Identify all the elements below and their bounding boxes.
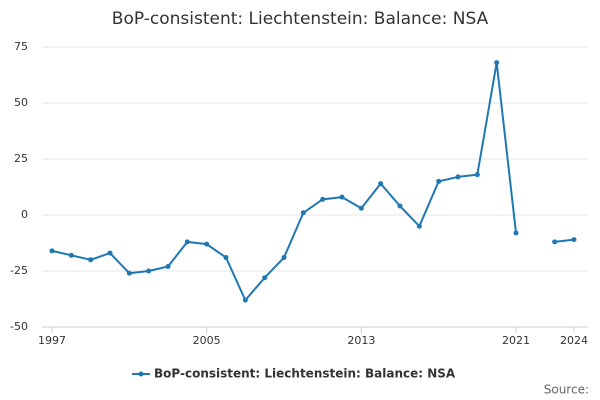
point	[107, 250, 113, 256]
source: Source:	[544, 383, 589, 397]
legend-label: BoP-consistent: Liechtenstein: Balance: …	[154, 367, 456, 381]
point	[436, 178, 442, 184]
point	[455, 174, 461, 180]
y-tick-label: 25	[14, 152, 28, 165]
point	[68, 252, 74, 258]
legend-marker	[138, 371, 144, 377]
chart-title: BoP-consistent: Liechtenstein: Balance: …	[112, 9, 489, 29]
line	[51, 61, 575, 302]
point	[262, 275, 268, 281]
x-tick-label: 1997	[38, 334, 66, 347]
point	[281, 255, 287, 261]
point	[320, 196, 326, 202]
point	[242, 297, 248, 303]
point	[378, 181, 384, 187]
point	[204, 241, 210, 247]
x-tick-label: 2013	[347, 334, 375, 347]
point	[358, 205, 364, 211]
x-tick-label: 2024	[560, 334, 588, 347]
y-tick-label: 75	[14, 40, 28, 53]
y-tick-label: -25	[10, 264, 28, 277]
point	[339, 194, 345, 200]
point	[49, 248, 55, 254]
point	[300, 210, 306, 216]
y-tick-label: 0	[21, 208, 28, 221]
point	[88, 257, 94, 263]
point	[474, 172, 480, 178]
y-tick-label: -50	[10, 320, 28, 333]
x-tick-label: 2021	[502, 334, 530, 347]
point	[494, 60, 500, 66]
point	[552, 239, 558, 245]
point	[165, 264, 171, 270]
point	[513, 230, 519, 236]
point	[571, 237, 577, 243]
y-tick-label: 50	[14, 96, 28, 109]
point	[184, 239, 190, 245]
point	[146, 268, 152, 274]
x-tick-label: 2005	[193, 334, 221, 347]
point	[126, 270, 132, 276]
point	[223, 255, 229, 261]
point	[397, 203, 403, 209]
point	[416, 223, 422, 229]
